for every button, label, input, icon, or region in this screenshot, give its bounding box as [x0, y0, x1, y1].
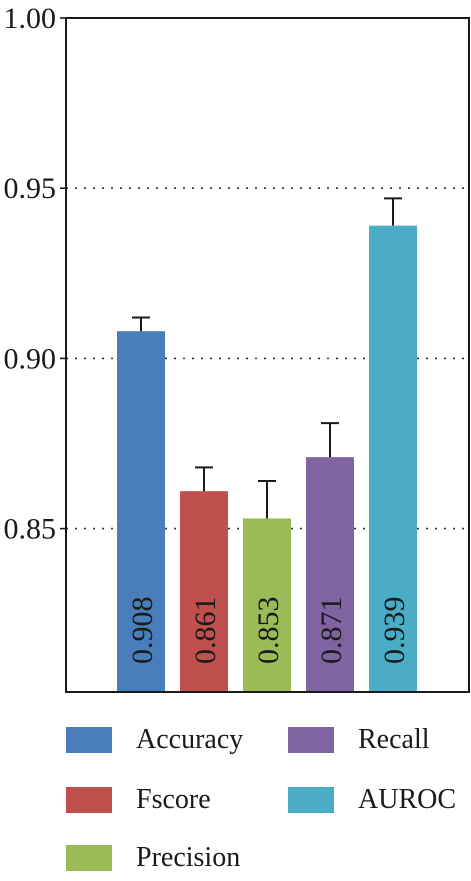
bar-auroc — [369, 225, 417, 692]
legend-swatch-auroc — [288, 787, 334, 813]
bar-chart: 0.908 0.861 0.853 0.871 0.939 0.85 0.90 0.95 1.… — [4, 2, 470, 693]
data-label-recall: 0.871 — [315, 597, 348, 665]
data-label-precision: 0.853 — [252, 597, 285, 665]
y-tick-label: 0.90 — [4, 342, 57, 375]
legend-label-fscore: Fscore — [136, 784, 211, 815]
legend-label-recall: Recall — [358, 724, 430, 755]
legend-item-precision: Precision — [66, 836, 240, 880]
legend-swatch-recall — [288, 727, 334, 753]
legend-item-fscore: Fscore — [66, 778, 211, 822]
legend-swatch-accuracy — [66, 727, 112, 753]
legend-item-accuracy: Accuracy — [66, 718, 243, 762]
plot-frame — [65, 17, 470, 693]
legend-label-precision: Precision — [136, 842, 241, 873]
legend-label-auroc: AUROC — [358, 784, 457, 815]
bar-recall — [306, 457, 354, 692]
legend-label-accuracy: Accuracy — [136, 724, 244, 755]
legend: Accuracy Recall Fscore AUROC Precision — [66, 718, 466, 878]
data-label-accuracy: 0.908 — [126, 597, 159, 665]
bar-fscore — [180, 491, 228, 692]
y-axis-ticks: 0.85 0.90 0.95 1.00 — [4, 2, 66, 546]
y-tick-label: 1.00 — [4, 2, 57, 35]
legend-swatch-fscore — [66, 787, 112, 813]
data-label-fscore: 0.861 — [189, 597, 222, 665]
bar-accuracy — [117, 331, 165, 692]
y-tick-label: 0.95 — [4, 172, 57, 205]
legend-item-recall: Recall — [288, 718, 430, 762]
bars: 0.908 0.861 0.853 0.871 0.939 — [117, 197, 417, 692]
data-label-auroc: 0.939 — [378, 597, 411, 665]
legend-item-auroc: AUROC — [288, 778, 456, 822]
bar-precision — [243, 518, 291, 692]
legend-swatch-precision — [66, 845, 112, 871]
y-tick-label: 0.85 — [4, 513, 57, 546]
